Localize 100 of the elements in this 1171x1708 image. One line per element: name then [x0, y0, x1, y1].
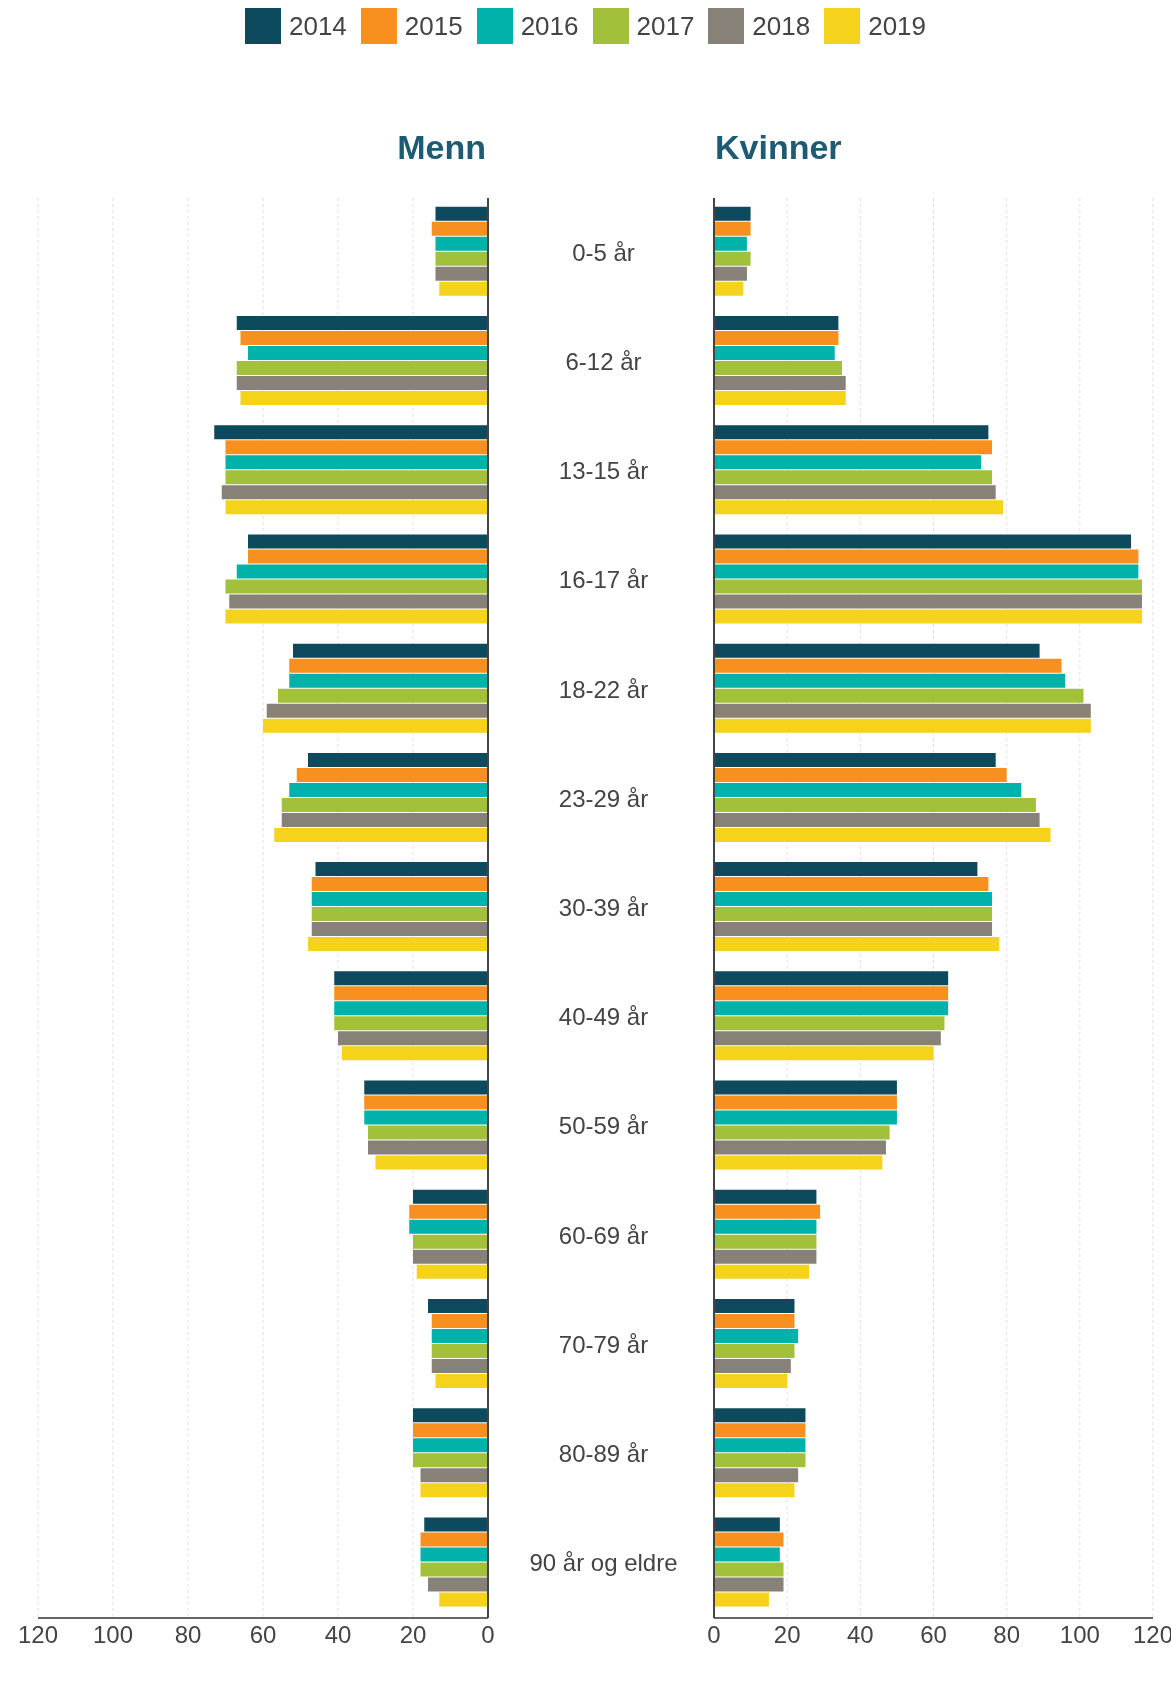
bar	[368, 1140, 488, 1155]
bar	[225, 500, 488, 515]
bar	[714, 221, 751, 236]
bar	[714, 1204, 821, 1219]
bar	[714, 375, 846, 390]
bar	[714, 1110, 897, 1125]
x-tick-label: 20	[773, 1621, 801, 1649]
y-tick-label: 6-12 år	[565, 347, 642, 375]
bar	[714, 703, 1091, 718]
bar	[413, 1189, 488, 1204]
bar	[266, 703, 488, 718]
bar	[364, 1110, 488, 1125]
x-tick-label: 120	[17, 1621, 59, 1649]
bar	[714, 345, 835, 360]
bar	[263, 718, 488, 733]
bar	[214, 425, 488, 440]
bar	[439, 1592, 488, 1607]
bar	[240, 390, 488, 405]
bar	[413, 1234, 488, 1249]
bar	[311, 907, 488, 922]
x-tick-label: 0	[707, 1621, 721, 1649]
y-tick-label: 40-49 år	[558, 1003, 649, 1031]
bar	[714, 1234, 817, 1249]
bar	[714, 1468, 799, 1483]
bar	[714, 827, 1051, 842]
bar	[236, 375, 488, 390]
bar	[714, 782, 1022, 797]
bar	[714, 1408, 806, 1423]
bar	[714, 658, 1062, 673]
bar	[431, 1359, 488, 1374]
bar	[221, 485, 488, 500]
bar	[714, 907, 993, 922]
bar	[439, 281, 488, 296]
x-tick-label: 20	[399, 1621, 427, 1649]
bar	[714, 1562, 784, 1577]
bar	[714, 425, 989, 440]
bar	[364, 1080, 488, 1095]
bar	[714, 971, 949, 986]
bar	[334, 1001, 488, 1016]
bar	[315, 862, 488, 877]
bar	[714, 1219, 817, 1234]
y-tick-label: 30-39 år	[558, 894, 649, 921]
bar	[714, 251, 751, 266]
bar	[409, 1219, 488, 1234]
bar	[308, 752, 488, 767]
bar	[274, 827, 488, 842]
bar	[278, 688, 488, 703]
y-tick-label: 70-79 år	[558, 1330, 649, 1358]
x-tick-label: 80	[993, 1621, 1021, 1649]
bar	[714, 1344, 795, 1359]
x-tick-label: 60	[249, 1621, 277, 1649]
bar	[311, 922, 488, 937]
chart-title: Kvinner	[714, 128, 843, 168]
bar	[420, 1532, 488, 1547]
legend-label: 2016	[520, 10, 579, 42]
bar	[714, 673, 1066, 688]
bar	[714, 266, 747, 281]
bar	[229, 594, 488, 609]
bar	[714, 1547, 780, 1562]
x-tick-label: 100	[1059, 1621, 1100, 1649]
bar	[714, 937, 1000, 952]
bar	[289, 673, 488, 688]
bar	[714, 1374, 788, 1389]
bar	[236, 564, 488, 579]
bar	[714, 281, 744, 296]
bar	[435, 1374, 488, 1389]
bar	[714, 455, 982, 470]
x-tick-label: 100	[92, 1621, 134, 1649]
bar	[428, 1299, 488, 1314]
bar	[714, 1001, 949, 1016]
bar	[714, 609, 1143, 624]
bar	[714, 1031, 941, 1046]
bar	[714, 767, 1007, 782]
bar	[714, 1125, 890, 1140]
bar	[281, 797, 488, 812]
bar	[334, 1016, 488, 1031]
bar	[714, 986, 949, 1001]
bar	[714, 594, 1143, 609]
bar	[714, 534, 1132, 549]
legend-label: 2018	[752, 10, 811, 42]
bar	[296, 767, 488, 782]
bar	[714, 1438, 806, 1453]
bar	[714, 579, 1143, 594]
bar	[714, 1016, 945, 1031]
bar	[420, 1468, 488, 1483]
bar	[714, 1299, 795, 1314]
bar	[714, 1532, 784, 1547]
bar	[225, 455, 488, 470]
bar	[714, 922, 993, 937]
y-tick-label: 0-5 år	[572, 238, 635, 266]
bar	[714, 1264, 810, 1279]
bar	[431, 1344, 488, 1359]
chart-title: Menn	[396, 128, 487, 168]
bar	[714, 1329, 799, 1344]
bar	[413, 1453, 488, 1468]
bar	[714, 877, 989, 892]
bar	[714, 797, 1036, 812]
bar	[225, 440, 488, 455]
bar	[293, 643, 488, 658]
bar	[225, 470, 488, 485]
